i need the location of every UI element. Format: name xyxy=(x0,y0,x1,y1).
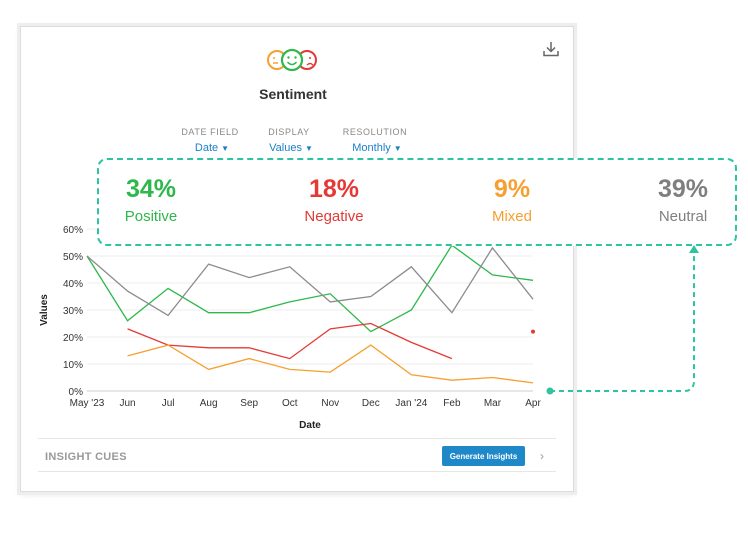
insight-cues-label: INSIGHT CUES xyxy=(45,451,127,463)
display-dropdown[interactable]: Values ▼ xyxy=(246,142,336,154)
date-field-label: DATE FIELD xyxy=(181,127,239,137)
x-tick-label: Jan '24 xyxy=(395,398,427,409)
card-title: Sentiment xyxy=(259,86,327,102)
series-line-positive xyxy=(86,244,534,333)
mixed-percent: 9% xyxy=(493,175,531,203)
date-field-value: Date xyxy=(194,142,219,154)
summary-positive: 34% Positive xyxy=(71,174,231,225)
x-tick-label: Dec xyxy=(362,398,380,409)
y-tick-label: 20% xyxy=(63,333,83,344)
neutral-percent: 39% xyxy=(657,175,709,203)
neutral-label: Neutral xyxy=(658,208,708,225)
y-tick-label: 0% xyxy=(69,387,84,398)
resolution-value: Monthly xyxy=(352,142,391,154)
display-label: DISPLAY xyxy=(268,127,310,137)
y-tick-label: 60% xyxy=(63,225,83,236)
download-icon[interactable] xyxy=(542,40,560,58)
y-tick-label: 40% xyxy=(63,279,83,290)
data-point-negative xyxy=(531,329,535,334)
divider xyxy=(38,471,556,472)
date-field-dropdown[interactable]: Date ▼ xyxy=(167,142,257,154)
x-tick-label: Aug xyxy=(200,398,218,409)
summary-mixed: 9% Mixed xyxy=(432,174,592,225)
summary-negative: 18% Negative xyxy=(254,174,414,225)
sentiment-summary-panel: 34% Positive 18% Negative 9% Mixed 39% N… xyxy=(97,158,737,246)
positive-percent: 34% xyxy=(125,175,177,203)
series-line-neutral xyxy=(86,246,534,317)
caret-down-icon: ▼ xyxy=(393,144,402,153)
display-value: Values xyxy=(269,142,302,154)
positive-label: Positive xyxy=(124,208,178,225)
summary-neutral: 39% Neutral xyxy=(603,174,748,225)
generate-insights-button[interactable]: Generate Insights xyxy=(442,446,525,466)
resolution-dropdown[interactable]: Monthly ▼ xyxy=(332,142,422,154)
sentiment-faces-icon xyxy=(267,48,317,72)
x-tick-label: Jun xyxy=(119,398,135,409)
y-tick-label: 30% xyxy=(63,306,83,317)
caret-down-icon: ▼ xyxy=(221,144,230,153)
divider xyxy=(38,438,556,439)
x-axis-label: Date xyxy=(299,420,321,431)
x-tick-label: Jul xyxy=(162,398,175,409)
y-tick-label: 10% xyxy=(63,360,83,371)
chevron-right-icon[interactable]: › xyxy=(540,449,544,463)
caret-down-icon: ▼ xyxy=(304,144,313,153)
x-tick-label: Mar xyxy=(484,398,502,409)
x-tick-label: Feb xyxy=(443,398,461,409)
x-tick-label: Nov xyxy=(321,398,339,409)
negative-percent: 18% xyxy=(308,175,360,203)
resolution-label: RESOLUTION xyxy=(342,127,408,137)
x-tick-label: Apr xyxy=(525,398,541,409)
series-line-mixed xyxy=(127,344,534,384)
x-tick-label: Oct xyxy=(282,398,298,409)
y-tick-label: 50% xyxy=(63,252,83,263)
x-tick-label: May '23 xyxy=(70,398,105,409)
negative-label: Negative xyxy=(304,208,364,225)
y-axis-label: Values xyxy=(39,294,50,326)
series-line-negative xyxy=(127,322,453,360)
x-tick-label: Sep xyxy=(240,398,258,409)
mixed-label: Mixed xyxy=(491,208,532,225)
sentiment-card xyxy=(20,26,574,492)
